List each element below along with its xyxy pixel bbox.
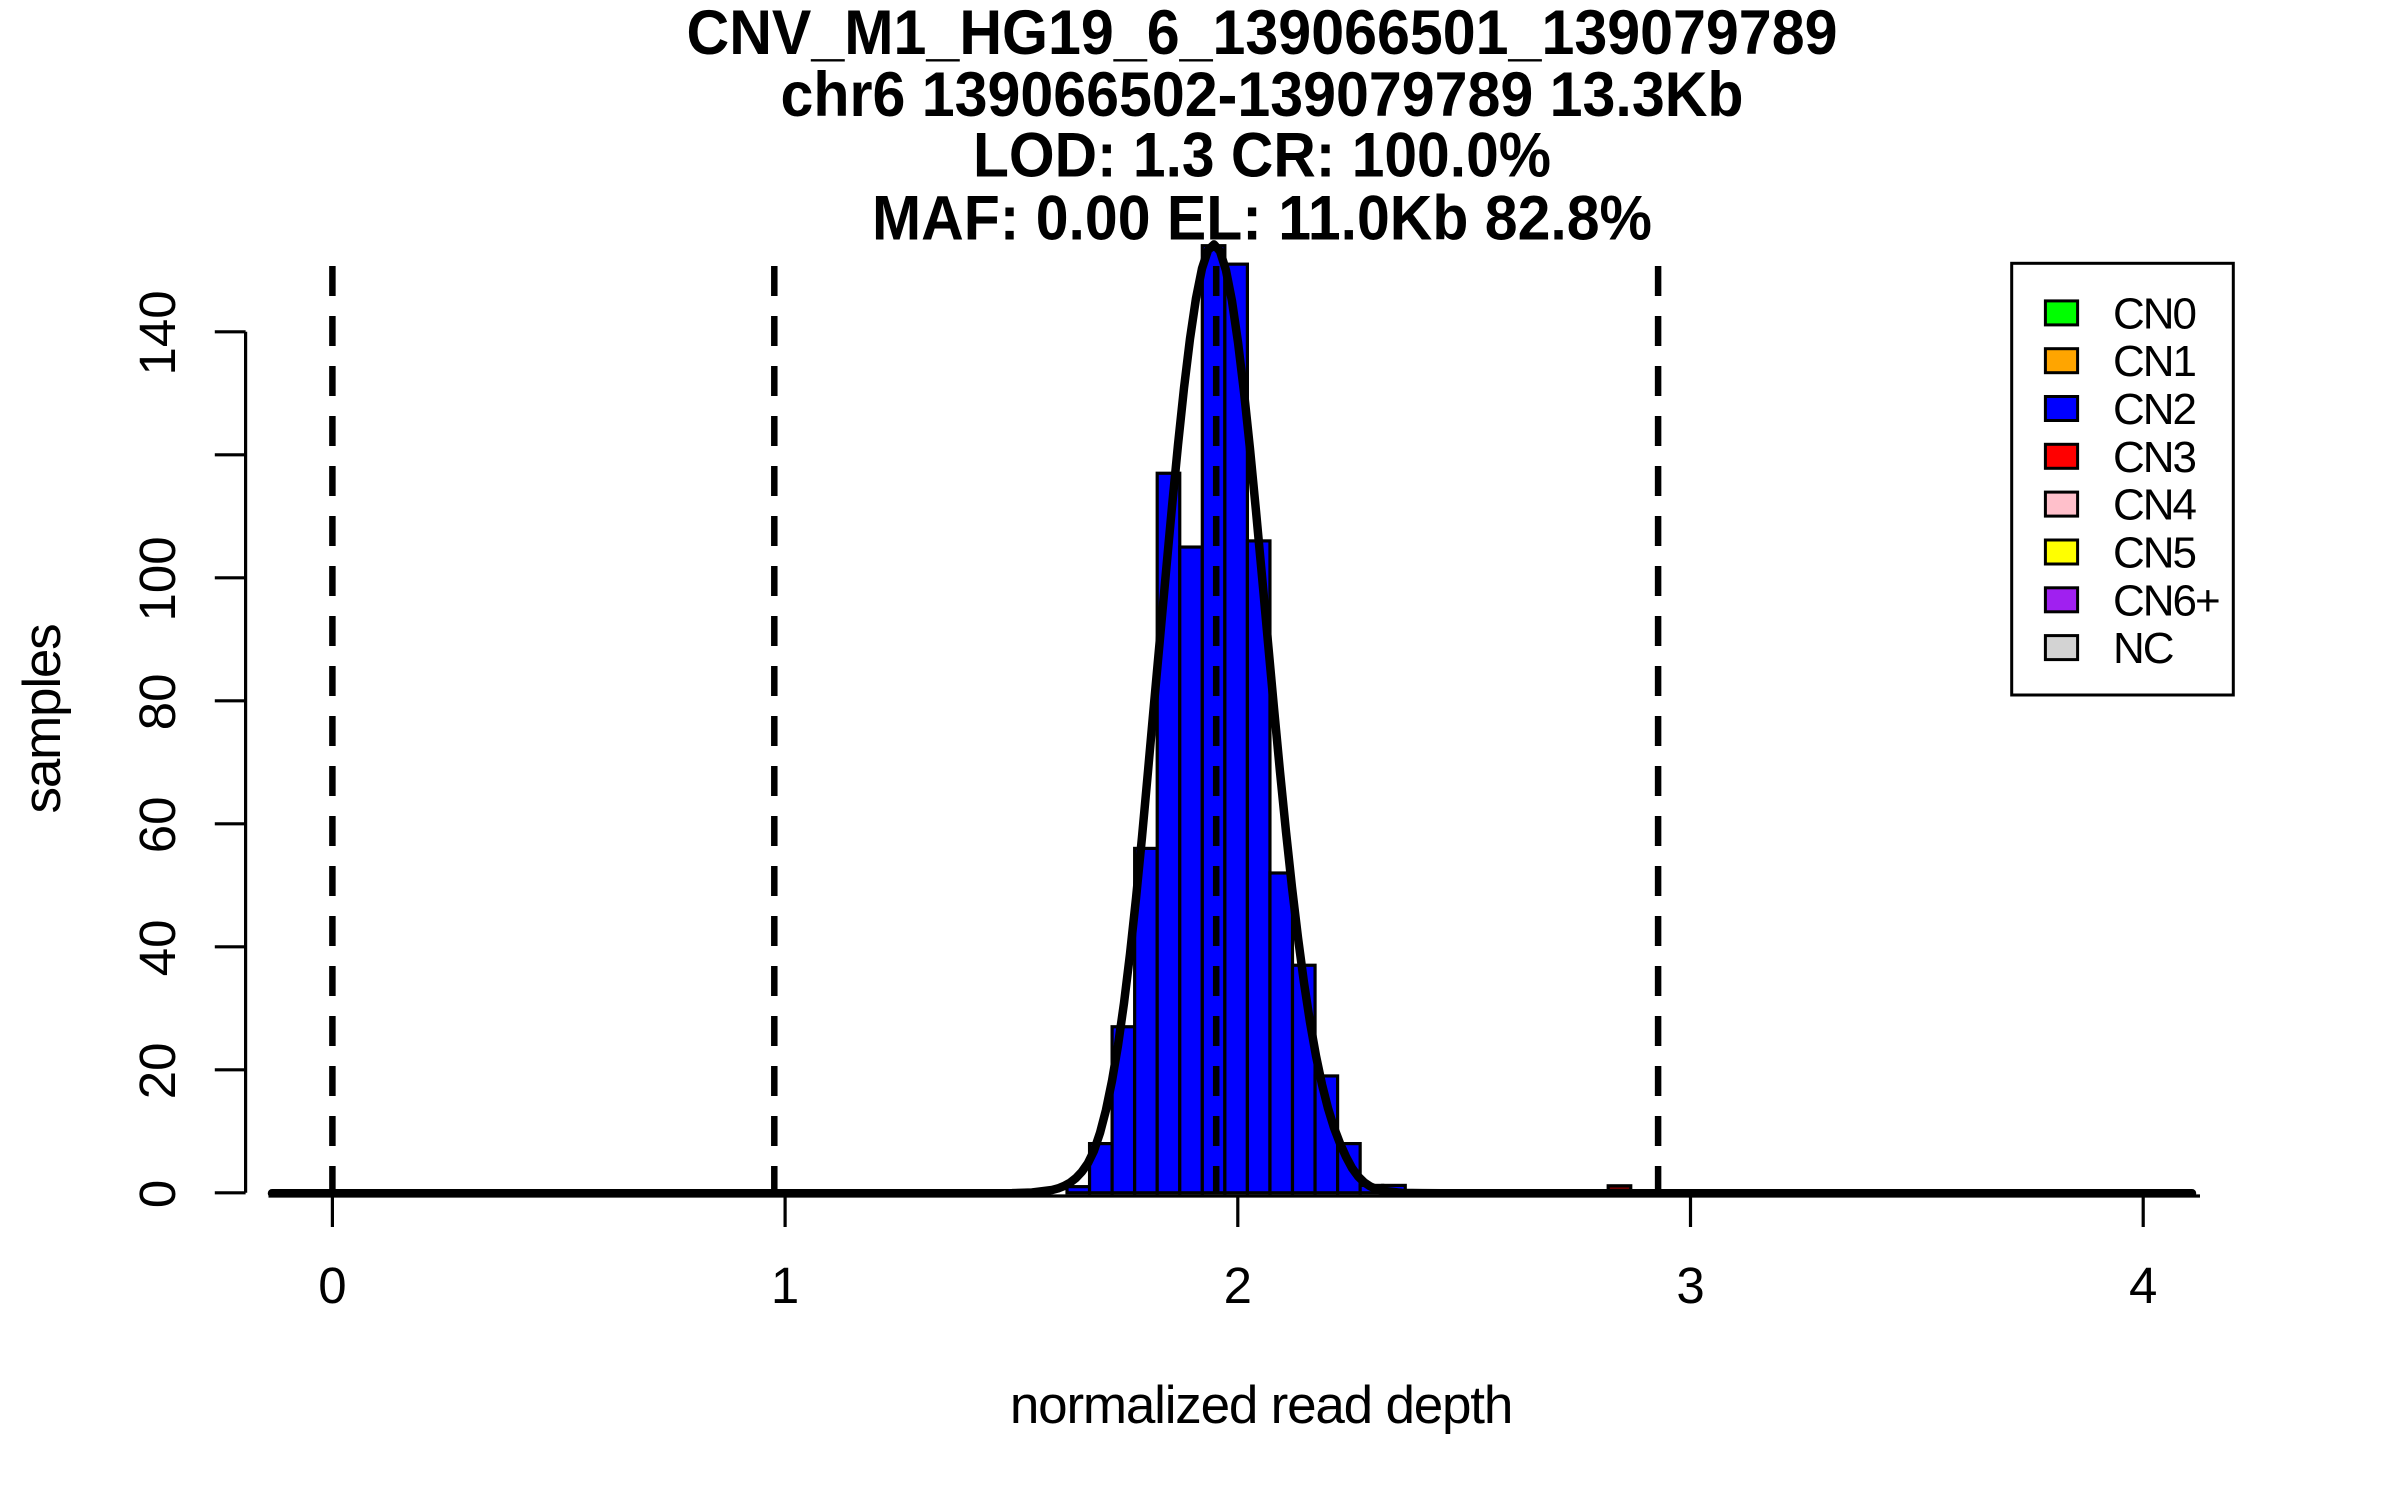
svg-text:NC: NC [2113,624,2174,673]
svg-text:20: 20 [129,1043,186,1100]
svg-text:80: 80 [129,674,186,731]
svg-text:4: 4 [2129,1257,2157,1314]
svg-text:MAF: 0.00 EL: 11.0Kb 82.8%: MAF: 0.00 EL: 11.0Kb 82.8% [872,184,1652,254]
svg-text:0: 0 [318,1257,346,1314]
svg-text:CN5: CN5 [2113,529,2196,578]
svg-text:chr6 139066502-139079789 13.3K: chr6 139066502-139079789 13.3Kb [781,60,1744,130]
svg-text:CN6+: CN6+ [2113,576,2219,625]
svg-text:3: 3 [1676,1257,1704,1314]
svg-text:CN3: CN3 [2113,433,2196,482]
svg-text:samples: samples [13,625,72,814]
svg-text:0: 0 [129,1180,186,1208]
svg-text:CN0: CN0 [2113,289,2196,338]
svg-text:CN1: CN1 [2113,337,2196,386]
svg-text:normalized read depth: normalized read depth [1010,1376,1512,1435]
svg-text:2: 2 [1224,1257,1252,1314]
svg-text:CNV_M1_HG19_6_139066501_139079: CNV_M1_HG19_6_139066501_139079789 [687,0,1838,68]
svg-text:LOD: 1.3 CR: 100.0%: LOD: 1.3 CR: 100.0% [973,121,1551,191]
svg-text:100: 100 [129,536,186,621]
svg-text:CN4: CN4 [2113,481,2197,530]
svg-text:60: 60 [129,797,186,854]
svg-text:140: 140 [129,290,186,375]
svg-text:CN2: CN2 [2113,385,2196,434]
svg-text:1: 1 [771,1257,799,1314]
svg-text:40: 40 [129,920,186,977]
